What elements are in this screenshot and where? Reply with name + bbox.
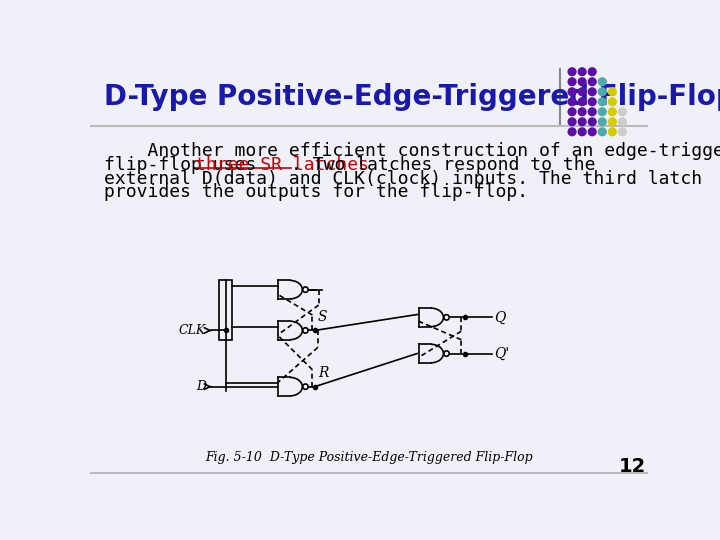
Text: flip-flop uses: flip-flop uses [104,156,267,174]
Circle shape [568,98,576,106]
Text: R: R [318,367,328,380]
Circle shape [588,118,596,126]
Circle shape [588,78,596,86]
Bar [220,280,232,340]
Circle shape [578,128,586,136]
Circle shape [578,68,586,76]
Circle shape [598,128,606,136]
Circle shape [608,118,616,126]
Text: Another more efficient construction of an edge-triggered D: Another more efficient construction of a… [104,142,720,160]
Circle shape [588,88,596,96]
Circle shape [568,118,576,126]
Circle shape [598,88,606,96]
Text: Q': Q' [494,347,509,361]
Circle shape [618,108,626,116]
Circle shape [588,68,596,76]
Circle shape [618,128,626,136]
Text: 12: 12 [619,457,646,476]
Circle shape [608,108,616,116]
Circle shape [568,78,576,86]
Circle shape [568,68,576,76]
Text: Fig. 5-10  D-Type Positive-Edge-Triggered Flip-Flop: Fig. 5-10 D-Type Positive-Edge-Triggered… [205,451,533,464]
Text: Q: Q [494,310,505,325]
Circle shape [618,118,626,126]
Text: external D(data) and CLK(clock) inputs. The third latch: external D(data) and CLK(clock) inputs. … [104,170,702,187]
Circle shape [578,118,586,126]
Circle shape [608,128,616,136]
Circle shape [598,78,606,86]
Circle shape [608,98,616,106]
Circle shape [568,88,576,96]
Circle shape [588,98,596,106]
Circle shape [598,108,606,116]
Circle shape [588,108,596,116]
Circle shape [588,128,596,136]
Circle shape [578,78,586,86]
Text: S: S [318,310,328,324]
Circle shape [598,98,606,106]
Circle shape [568,108,576,116]
Circle shape [568,128,576,136]
Text: D: D [197,380,206,393]
Text: CLK: CLK [179,324,206,337]
Text: . Two latches respond to the: . Two latches respond to the [292,156,596,174]
Circle shape [598,118,606,126]
Circle shape [578,98,586,106]
Circle shape [578,108,586,116]
Circle shape [578,88,586,96]
Text: provides the outputs for the flip-flop.: provides the outputs for the flip-flop. [104,184,528,201]
Text: three SR latches: three SR latches [194,156,369,174]
Circle shape [608,88,616,96]
Text: D-Type Positive-Edge-Triggered Flip-Flop: D-Type Positive-Edge-Triggered Flip-Flop [104,83,720,111]
